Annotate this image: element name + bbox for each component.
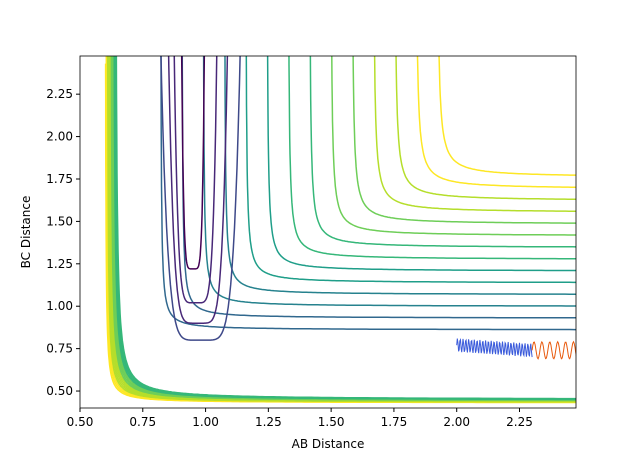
contour-line xyxy=(352,56,576,224)
y-tick-label: 1.00 xyxy=(46,299,73,313)
y-tick-label: 2.00 xyxy=(46,130,73,144)
contour-line xyxy=(160,56,576,331)
contour-line xyxy=(180,56,206,270)
contour-line xyxy=(288,56,576,260)
contour-line xyxy=(416,56,576,189)
contour-line xyxy=(173,56,218,304)
contours xyxy=(104,56,576,404)
contour-line xyxy=(160,56,241,341)
y-tick-label: 1.75 xyxy=(46,172,73,186)
contour-line xyxy=(245,56,576,284)
x-tick-label: 1.00 xyxy=(192,415,219,429)
y-tick-label: 1.25 xyxy=(46,257,73,271)
x-tick-label: 2.25 xyxy=(506,415,533,429)
contour-line xyxy=(106,56,576,403)
contour-line xyxy=(224,56,576,295)
y-tick-label: 2.25 xyxy=(46,87,73,101)
x-tick-label: 1.50 xyxy=(318,415,345,429)
contour-line xyxy=(167,56,229,324)
contour-line xyxy=(438,56,576,176)
x-tick-label: 1.25 xyxy=(255,415,282,429)
contour-line xyxy=(106,56,576,403)
contour-line xyxy=(373,56,576,212)
x-tick-label: 0.50 xyxy=(67,415,94,429)
y-tick-label: 0.50 xyxy=(46,384,73,398)
trajectory xyxy=(531,340,576,360)
y-tick-label: 0.75 xyxy=(46,342,73,356)
contour-line xyxy=(331,56,576,236)
contour-line xyxy=(115,56,576,400)
trajectory xyxy=(456,337,533,358)
contour-line xyxy=(105,56,576,404)
y-tick-label: 1.50 xyxy=(46,214,73,228)
y-axis-label: BC Distance xyxy=(19,196,33,269)
plot-frame xyxy=(79,55,577,409)
x-tick-label: 1.75 xyxy=(381,415,408,429)
x-axis-label: AB Distance xyxy=(292,437,365,451)
contour-line xyxy=(266,56,576,272)
x-tick-label: 0.75 xyxy=(129,415,156,429)
contour-line xyxy=(395,56,576,201)
contour-line xyxy=(309,56,576,248)
contour-line xyxy=(181,56,576,319)
x-tick-label: 2.00 xyxy=(443,415,470,429)
